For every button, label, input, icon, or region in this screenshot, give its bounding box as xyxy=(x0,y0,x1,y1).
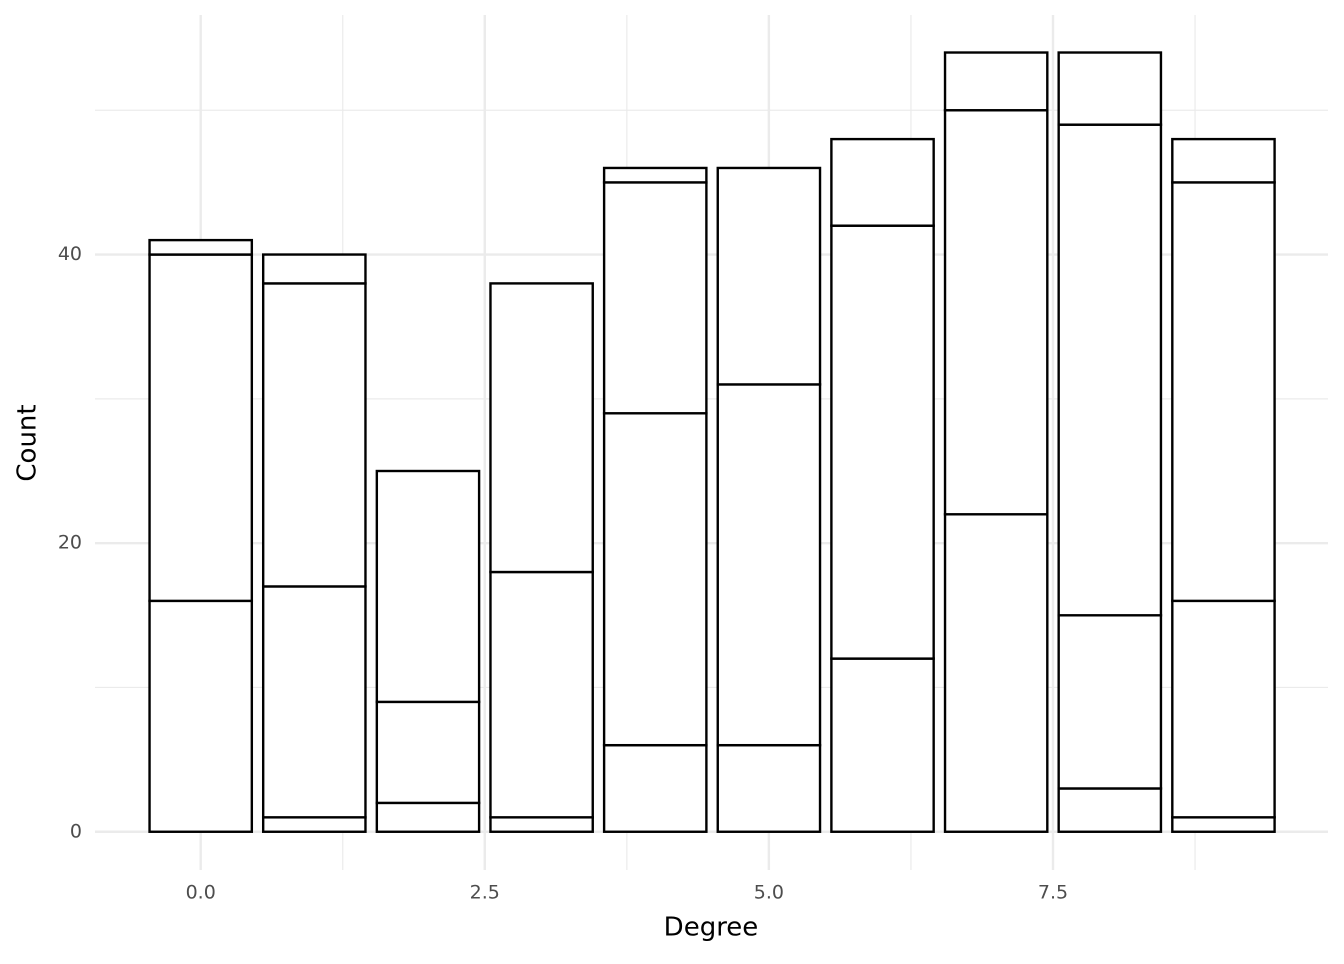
bar-segment xyxy=(716,743,822,833)
bar-segment xyxy=(602,181,708,415)
bar-segment xyxy=(489,570,594,819)
y-tick-label: 40 xyxy=(58,243,82,265)
bar-segment xyxy=(261,585,367,819)
x-tick-label: 2.5 xyxy=(470,882,500,904)
bar-segment xyxy=(830,137,935,227)
bar-segment xyxy=(602,412,708,747)
bar-segment xyxy=(1171,181,1276,603)
bar-segment xyxy=(1057,123,1163,617)
bar-segment xyxy=(943,513,1049,833)
x-tick-label: 5.0 xyxy=(754,882,784,904)
x-tick-label: 0.0 xyxy=(186,882,216,904)
bar-segment xyxy=(1171,816,1276,833)
bar-segment xyxy=(489,282,594,574)
bar-segment xyxy=(489,816,594,833)
bar-segment xyxy=(375,469,481,704)
bar-segment xyxy=(375,801,481,833)
bar-segment xyxy=(943,51,1049,112)
y-tick-label: 20 xyxy=(58,532,82,554)
bar-segment xyxy=(261,282,367,588)
bar-segment xyxy=(1057,787,1163,833)
bar-segment xyxy=(716,383,822,747)
bar-segment xyxy=(148,238,254,256)
bar-segment xyxy=(1171,599,1276,819)
bar-segment xyxy=(602,166,708,184)
bar-segment xyxy=(1057,614,1163,790)
y-tick-label: 0 xyxy=(70,820,82,842)
bar-segment xyxy=(716,166,822,386)
bar-segment xyxy=(148,253,254,603)
bar-segment xyxy=(830,224,935,660)
bar-segment xyxy=(1171,137,1276,184)
x-tick-label: 7.5 xyxy=(1038,882,1068,904)
bar-segment xyxy=(830,657,935,833)
y-axis-title: Count xyxy=(13,404,43,481)
bar-segment xyxy=(943,109,1049,516)
bar-segment xyxy=(1057,51,1163,126)
bar-segment xyxy=(602,743,708,833)
x-axis-title: Degree xyxy=(664,913,759,943)
bar-segment xyxy=(261,253,367,285)
bar-segment xyxy=(261,816,367,833)
bar-segment xyxy=(375,700,481,805)
bar-segment xyxy=(148,599,254,833)
